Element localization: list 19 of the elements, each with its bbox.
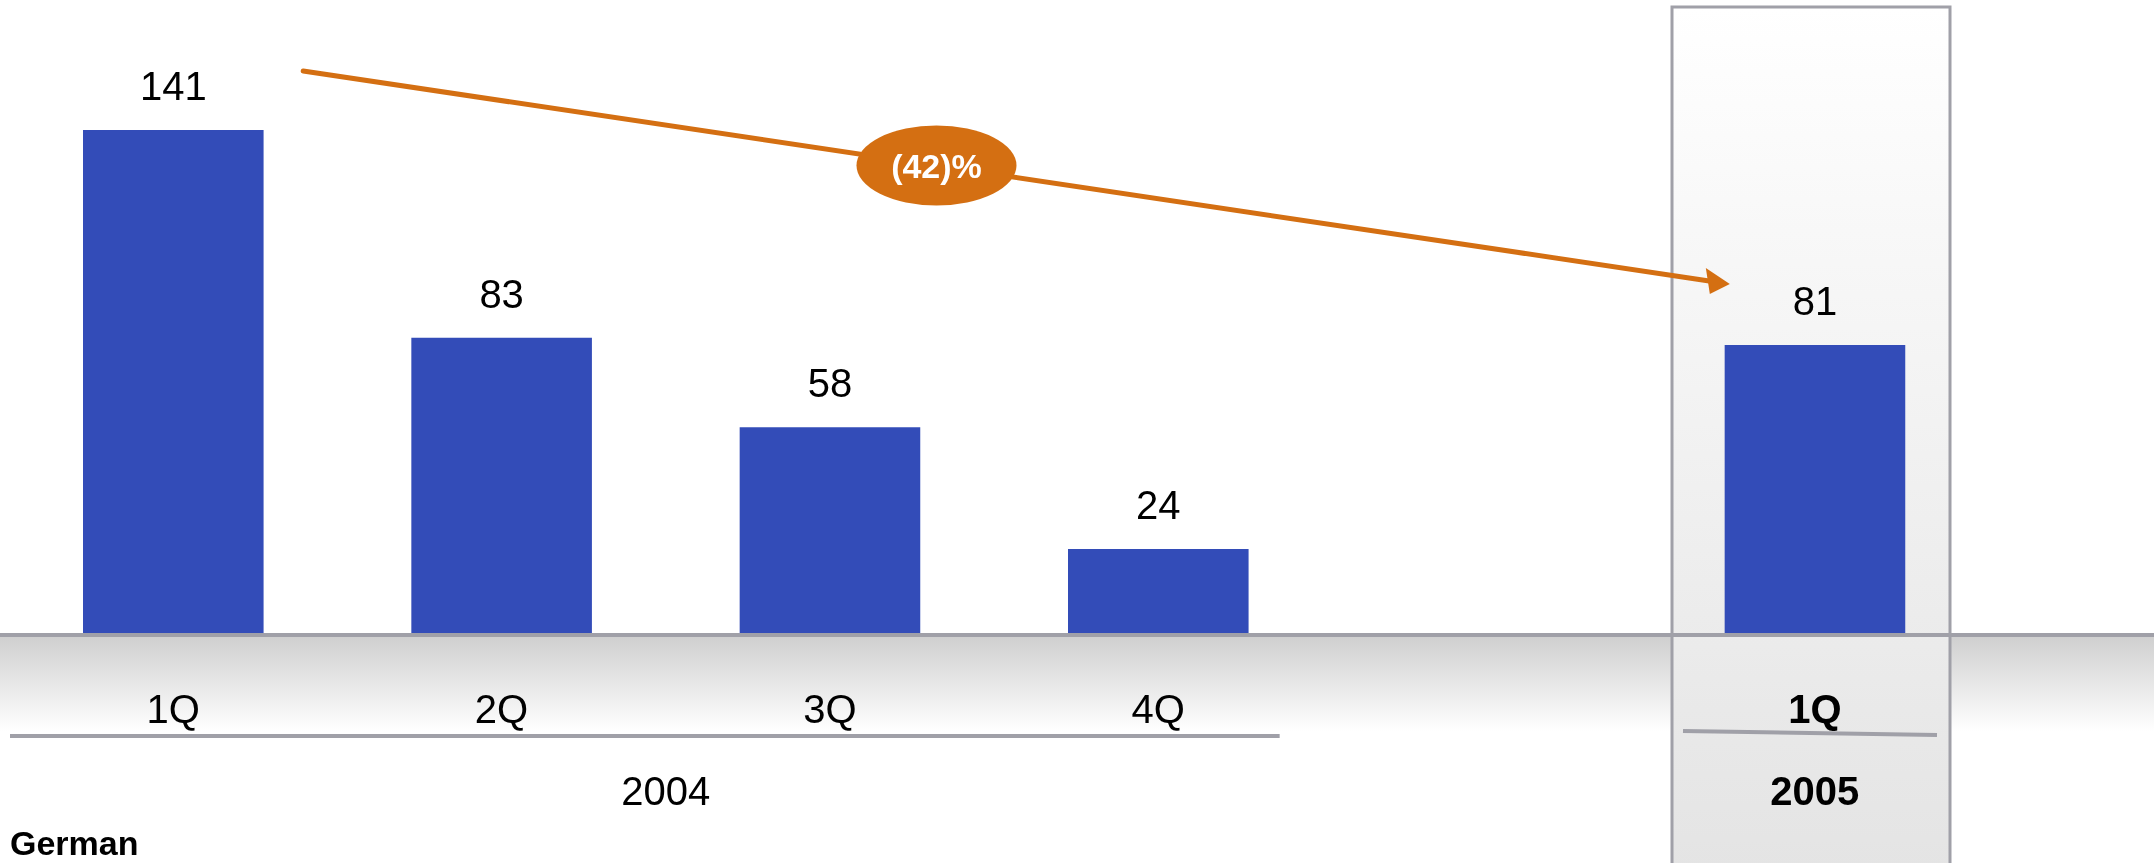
data-label: 24 xyxy=(1136,483,1181,528)
data-label: 58 xyxy=(807,361,853,406)
data-label: 81 xyxy=(1792,278,1838,323)
text: 2005 xyxy=(1770,769,1860,813)
bar xyxy=(83,130,264,635)
bar xyxy=(1724,344,1906,635)
x-tick-label: 1Q xyxy=(146,687,200,731)
bar xyxy=(739,427,921,635)
x-tick-label: 3Q xyxy=(803,687,857,731)
text: German xyxy=(10,824,139,862)
data-label: 141 xyxy=(139,64,207,108)
text: 2004 xyxy=(621,769,711,813)
data-label: 83 xyxy=(479,271,524,316)
x-tick-label: 1Q xyxy=(1788,687,1842,731)
bar xyxy=(1068,549,1249,635)
x-tick-label: 2Q xyxy=(474,687,529,731)
bar xyxy=(411,337,592,635)
annotation: (42)% xyxy=(891,146,982,185)
x-tick-label: 4Q xyxy=(1131,687,1185,731)
